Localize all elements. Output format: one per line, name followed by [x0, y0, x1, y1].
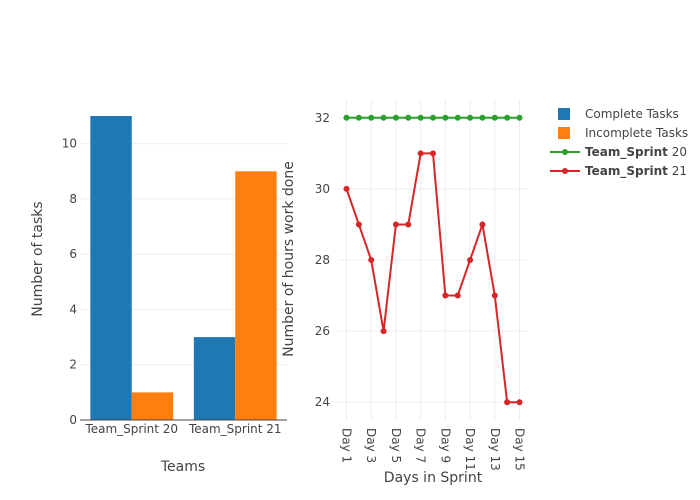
line-point[interactable]: [454, 292, 461, 299]
bar-y-tick-label: 6: [69, 247, 77, 261]
line-point[interactable]: [380, 328, 387, 335]
legend-label: Incomplete Tasks: [585, 126, 688, 140]
bar-y-tick-label: 8: [69, 192, 77, 206]
line-marks: [343, 114, 523, 406]
line-point[interactable]: [491, 292, 498, 299]
legend-item[interactable]: Team_Sprint 21: [550, 164, 687, 179]
line-point[interactable]: [442, 292, 449, 299]
line-gridlines: [338, 100, 528, 420]
line-x-tick-label: Day 13: [488, 428, 502, 471]
bar-x-tick-label: Team_Sprint 21: [188, 422, 282, 436]
legend-item[interactable]: Incomplete Tasks: [558, 126, 688, 140]
line-point[interactable]: [355, 221, 362, 228]
legend-label: Complete Tasks: [585, 107, 679, 121]
line-point[interactable]: [491, 114, 498, 121]
bar-y-tick-label: 4: [69, 302, 77, 316]
legend-item[interactable]: Complete Tasks: [558, 107, 679, 121]
bar-incomplete[interactable]: [131, 392, 174, 420]
line-point[interactable]: [504, 399, 511, 406]
line-y-axis-title: Number of hours work done: [281, 161, 297, 357]
line-y-tick-label: 28: [315, 253, 330, 267]
line-y-tick-label: 32: [315, 111, 330, 125]
legend: Complete Tasks Incomplete Tasks Team_Sprin…: [550, 107, 688, 179]
line-x-tick-label: Day 15: [513, 428, 527, 471]
line-point[interactable]: [368, 257, 375, 263]
line-point[interactable]: [417, 150, 424, 157]
line-point[interactable]: [380, 114, 387, 121]
line-x-tick-label: Day 7: [414, 428, 428, 463]
line-x-tick-label: Day 3: [364, 428, 378, 463]
line-point[interactable]: [355, 114, 362, 121]
line-y-tick-label: 24: [315, 395, 330, 409]
bar-y-tick-label: 10: [62, 137, 77, 151]
bar-complete[interactable]: [90, 116, 132, 420]
line-x-tick-label: Day 1: [340, 428, 354, 463]
bar-y-ticks: 0 2 4 6 8 10: [62, 137, 77, 427]
bar-x-tick-label: Team_Sprint 20: [84, 422, 178, 436]
line-point[interactable]: [479, 114, 486, 121]
legend-swatch: [558, 108, 570, 120]
line-point[interactable]: [516, 114, 523, 121]
line-point[interactable]: [405, 114, 412, 121]
bar-incomplete[interactable]: [235, 171, 277, 420]
line-point[interactable]: [392, 221, 399, 228]
line-point[interactable]: [479, 221, 486, 228]
legend-label: Team_Sprint 21: [585, 164, 687, 179]
legend-marker: [562, 168, 568, 174]
line-point[interactable]: [392, 114, 399, 121]
line-y-tick-label: 26: [315, 324, 330, 338]
line-point[interactable]: [368, 114, 375, 121]
bar-complete[interactable]: [193, 337, 236, 420]
legend-item[interactable]: Team_Sprint 20: [550, 145, 687, 160]
line-point[interactable]: [467, 114, 474, 121]
line-point[interactable]: [467, 257, 474, 263]
line-x-tick-label: Day 11: [463, 428, 477, 471]
bar-y-tick-label: 0: [69, 413, 77, 427]
line-point[interactable]: [442, 114, 449, 121]
line-point[interactable]: [516, 399, 523, 406]
line-point[interactable]: [343, 114, 350, 121]
line-x-axis-title: Days in Sprint: [384, 470, 483, 486]
line-x-tick-label: Day 9: [438, 428, 452, 463]
line-point[interactable]: [343, 185, 350, 192]
line-point[interactable]: [430, 150, 436, 157]
bar-chart: 0 2 4 6 8 10 Team_Sprint 20 Team_Sprint 21 Tea…: [30, 116, 287, 475]
bar-x-ticks: Team_Sprint 20 Team_Sprint 21: [84, 422, 281, 436]
bar-x-axis-title: Teams: [160, 459, 205, 475]
line-series-sprint21[interactable]: [345, 152, 520, 404]
line-y-tick-label: 30: [315, 182, 330, 196]
line-point[interactable]: [504, 114, 511, 121]
line-point[interactable]: [454, 114, 461, 121]
bar-y-tick-label: 2: [69, 358, 77, 372]
line-point[interactable]: [430, 114, 436, 121]
bar-marks: [90, 116, 277, 420]
line-point[interactable]: [417, 114, 424, 121]
bar-y-axis-title: Number of tasks: [30, 201, 46, 316]
legend-swatch: [558, 127, 570, 139]
legend-label: Team_Sprint 20: [585, 145, 687, 160]
line-y-ticks: 24 26 28 30 32: [315, 111, 330, 409]
line-x-ticks: Day 1 Day 3 Day 5 Day 7 Day 9 Day 11 Day 13 Day…: [340, 428, 527, 471]
line-point[interactable]: [405, 221, 412, 228]
legend-marker: [562, 149, 568, 155]
line-x-tick-label: Day 5: [389, 428, 403, 463]
